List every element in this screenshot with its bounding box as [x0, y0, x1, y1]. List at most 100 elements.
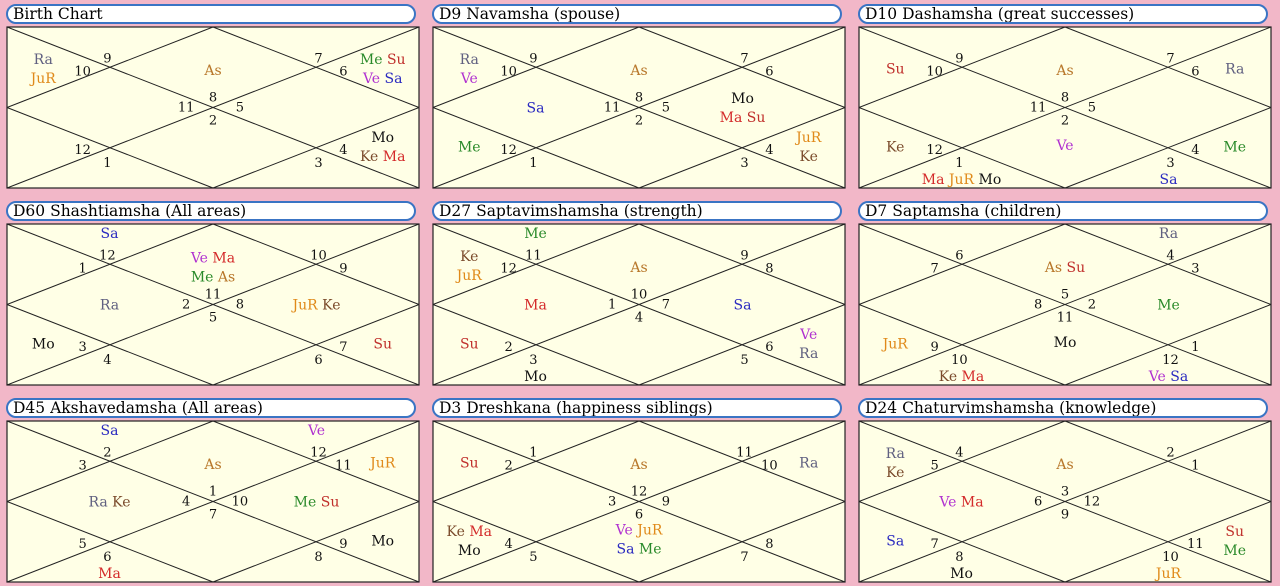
sign-number: 3 [740, 156, 748, 171]
planet-as: As [1055, 457, 1073, 473]
house-planets: Me Su [360, 52, 406, 68]
chart-title: D9 Navamsha (spouse) [432, 4, 842, 24]
chart-divider-line [1064, 107, 1272, 189]
house-planets: Ra [460, 52, 479, 68]
chart-divider-line [6, 304, 214, 386]
chart-diagram: 8 9 10 11 12 1 2 3 4 5 6 7 As Ra Ve Sa Me JuR Ke Mo Ma Su [432, 26, 846, 189]
house-planets: Ma Su [720, 110, 766, 126]
chart-divider-line [432, 107, 640, 189]
sign-number: 7 [209, 508, 217, 523]
planet-ra: Ra [886, 446, 905, 462]
sign-number: 8 [955, 550, 963, 565]
sign-number: 7 [740, 52, 748, 67]
planet-su: Su [460, 455, 479, 471]
sign-number: 3 [78, 459, 86, 474]
sign-number: 12 [631, 485, 648, 500]
chart-diagram: 5 6 7 8 9 10 11 12 1 2 3 4 As Su JuR Ke Ma Mo Ve Sa Me Ra [858, 223, 1272, 386]
chart-title: Birth Chart [6, 4, 416, 24]
sign-number: 1 [529, 446, 537, 461]
house-planets: Ma JuR Mo [922, 172, 1002, 188]
planet-me: Me [294, 495, 317, 511]
house-planets: Ve Ma [190, 251, 235, 267]
chart-divider-line [638, 420, 846, 502]
chart-divider-line [1064, 304, 1272, 386]
sign-number: 6 [635, 508, 643, 523]
chart-divider-line [6, 223, 420, 386]
planet-ra: Ra [88, 495, 107, 511]
sign-number: 12 [99, 249, 116, 264]
chart-divider-line [858, 26, 1066, 108]
house-planets: Me [524, 226, 547, 242]
chart-divider-line [6, 26, 214, 108]
chart-divider-line [638, 304, 846, 386]
planet-ju: JuR [794, 130, 822, 146]
house-planets: Su [460, 455, 479, 471]
house-planets: Ke Ma [939, 369, 985, 385]
sign-number: 10 [232, 495, 249, 510]
chart-divider-line [858, 107, 1066, 189]
sign-number: 10 [631, 288, 648, 303]
sign-number: 9 [662, 495, 670, 510]
sign-number: 7 [1166, 52, 1174, 67]
planet-ma: Ma [208, 251, 235, 267]
house-planets: Su [373, 337, 392, 353]
chart-divider-line [858, 26, 1272, 189]
planet-as: As [203, 63, 221, 79]
sign-number: 11 [736, 446, 753, 461]
sign-number: 11 [1030, 101, 1047, 116]
planet-ve: Ve [938, 495, 956, 511]
house-planets: Ve [460, 71, 478, 87]
house-planets: JuR [881, 337, 909, 353]
house-planets: Mo [524, 369, 547, 385]
sign-number: 1 [78, 262, 86, 277]
chart-divider-line [212, 223, 420, 305]
sign-number: 5 [529, 550, 537, 565]
planet-su: Su [742, 110, 765, 126]
planet-su: Su [316, 495, 339, 511]
house-planets: Ke [886, 465, 904, 481]
planet-ve: Ve [460, 71, 478, 87]
planet-ve: Ve [362, 71, 380, 87]
sign-number: 1 [103, 156, 111, 171]
planet-su: Su [460, 337, 479, 353]
house-planets: Mo [371, 534, 394, 550]
planet-ra: Ra [1225, 61, 1244, 77]
planet-ra: Ra [1159, 226, 1178, 242]
house-planets: JuR [455, 268, 483, 284]
sign-number: 10 [74, 65, 91, 80]
chart-title: D3 Dreshkana (happiness siblings) [432, 398, 842, 418]
house-planets: JuR [29, 71, 57, 87]
house-planets: Mo [1054, 335, 1077, 351]
sign-number: 9 [103, 52, 111, 67]
house-planets: As Su [1044, 260, 1085, 276]
sign-number: 6 [339, 65, 347, 80]
house-planets: Su [1225, 524, 1244, 540]
chart-divider-line [858, 501, 1066, 583]
house-planets: Ve [307, 423, 325, 439]
sign-number: 6 [1034, 495, 1042, 510]
sign-number: 11 [1187, 537, 1204, 552]
planet-as: As [1055, 63, 1073, 79]
house-planets: Ve Sa [362, 71, 403, 87]
sign-number: 12 [310, 446, 327, 461]
planet-ju: JuR [633, 522, 663, 538]
sign-number: 9 [930, 340, 938, 355]
chart-divider-line [6, 26, 420, 189]
planet-mo: Mo [32, 337, 55, 353]
sign-number: 5 [662, 101, 670, 116]
house-planets: Ra [1225, 61, 1244, 77]
planet-ma: Ma [720, 110, 743, 126]
chart-divider-line [432, 420, 640, 502]
sign-number: 9 [1061, 508, 1069, 523]
house-planets: Me [1223, 140, 1246, 156]
planet-as: As [203, 457, 221, 473]
planet-su: Su [373, 337, 392, 353]
sign-number: 12 [1162, 353, 1179, 368]
house-planets: Ra [1159, 226, 1178, 242]
sign-number: 3 [314, 156, 322, 171]
house-planets: As [629, 457, 647, 473]
